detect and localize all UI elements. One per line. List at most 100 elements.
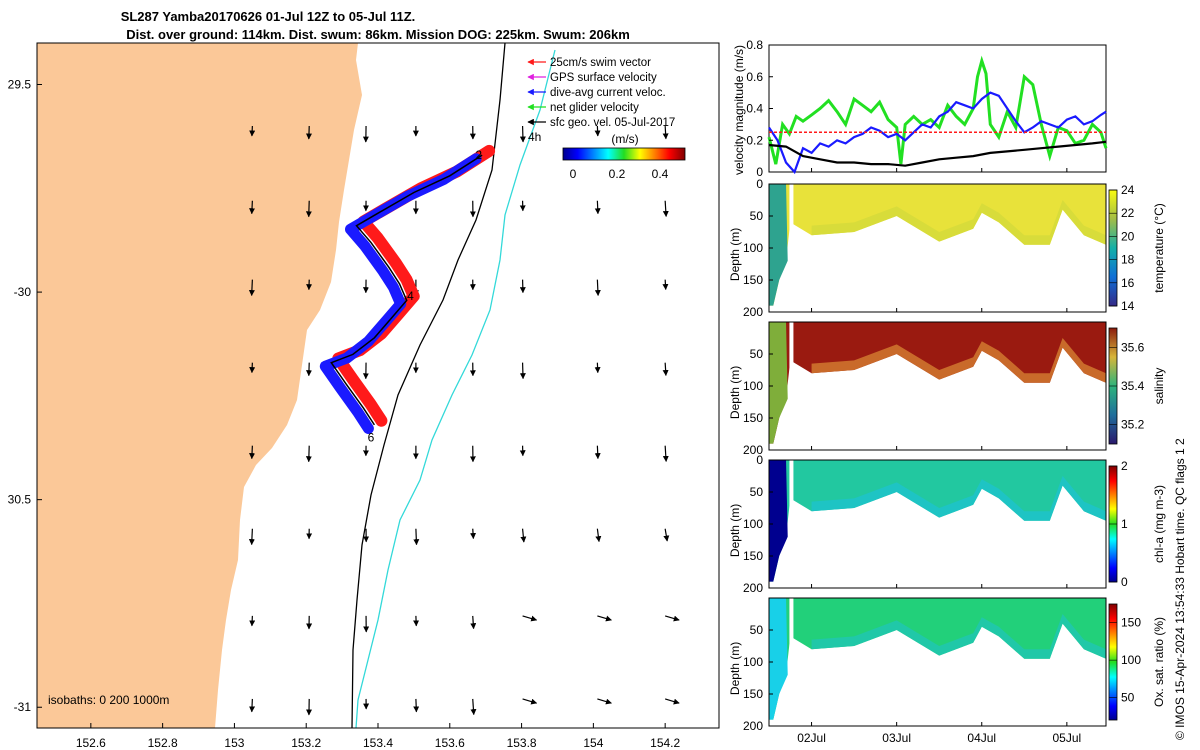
title-line-1: SL287 Yamba20170626 01-Jul 12Z to 05-Jul… (121, 9, 416, 24)
section-colorbar (1108, 603, 1118, 721)
sfc-vector-arrow (662, 362, 669, 377)
map-xtick-label: 153 (224, 736, 244, 750)
legend-sfc-label: sfc geo. vel. 05-Jul-2017 (550, 117, 675, 129)
section-fill-surface (769, 322, 1106, 444)
sfc-vector-arrow (470, 615, 477, 630)
map-ytick-label: 30.5 (8, 493, 32, 507)
section-ytick-label: 0 (756, 177, 763, 191)
sfc-vector-arrow (249, 445, 256, 460)
section-ytick-label: 50 (750, 485, 764, 499)
sfc-vector-arrow (597, 615, 612, 622)
colorbar-label: Ox. sat. ratio (%) (1152, 617, 1166, 707)
section-ytick-label: 100 (743, 655, 763, 669)
velocity-axes: 0 0.2 0.4 0.6 0.8 (746, 38, 773, 179)
section-fill-shelf (769, 598, 788, 720)
map-xtick-label: 153.6 (435, 736, 465, 750)
sfc-vector-arrow (662, 445, 669, 462)
colorbar-tick-label: 35.2 (1121, 418, 1145, 432)
map-axes: 152.6 152.8 153 153.2 153.4 153.6 153.8 154 154.… (8, 78, 681, 750)
sfc-vector-arrow (470, 698, 477, 716)
time-tick-label: 05Jul (1053, 731, 1082, 745)
oxygen-section: 50 100 150 200 Depth (m) 50 100 150 Ox. sat. rat… (728, 597, 1166, 733)
legend-current-label: dive-avg current veloc. (550, 87, 666, 99)
colorbar-tick-label: 22 (1121, 206, 1135, 220)
time-axis: 02Jul 03Jul 04Jul 05Jul (797, 168, 1081, 745)
section-colorbar (1108, 189, 1118, 307)
section-ytick-label: 150 (743, 411, 763, 425)
copyright-note: © IMOS 15-Apr-2024 13:54:33 Hobart time.… (1173, 438, 1187, 740)
section-fill-surface (769, 460, 1106, 582)
map-colorbar-tick-1: 0.2 (609, 167, 626, 181)
section-ytick-label: 150 (743, 273, 763, 287)
title-line-2: Dist. over ground: 114km. Dist. swum: 86… (126, 27, 630, 42)
colorbar-label: chl-a (mg m-3) (1152, 485, 1166, 563)
sfc-vector-arrow (664, 615, 680, 622)
section-fill-shelf (769, 322, 788, 444)
sfc-vector-arrow (248, 279, 255, 297)
chla-section: 0 50 100 150 200 Depth (m) 0 1 2 chl-a (mg m-3) (728, 453, 1166, 595)
map-ytick-label: -31 (14, 700, 32, 714)
section-ytick-label: 200 (743, 581, 763, 595)
velocity-ytick-label: 0.6 (746, 70, 763, 84)
section-ytick-label: 0 (756, 453, 763, 467)
legend-swim-label: 25cm/s swim vector (550, 57, 651, 69)
map-colorbar-tick-2: 0.4 (652, 167, 669, 181)
section-gap (789, 460, 794, 588)
map-colorbar (562, 147, 686, 161)
sfc-vector-arrow (663, 528, 670, 542)
track-marker-label: 4 (407, 289, 414, 303)
map-xtick-label: 152.8 (148, 736, 178, 750)
colorbar-tick-label: 50 (1121, 691, 1135, 705)
colorbar-tick-label: 1 (1121, 517, 1128, 531)
sfc-vector-arrow (662, 279, 669, 291)
map-colorbar-label: (m/s) (611, 132, 638, 146)
velocity-series-line (768, 91, 1107, 175)
isobath-200m (351, 43, 506, 728)
section-ylabel: Depth (m) (728, 504, 742, 557)
velocity-panel: 0 0.2 0.4 0.6 0.8 velocity magnitude (m/s) (732, 38, 1108, 179)
section-gap (789, 598, 794, 726)
isobath-1000m (355, 49, 556, 728)
section-ytick-label: 200 (743, 719, 763, 733)
sfc-vector-arrow (594, 200, 601, 215)
sfc-vector-arrow (662, 125, 669, 140)
sfc-vector-arrow (413, 698, 420, 713)
sfc-vector-arrow (249, 698, 256, 713)
time-tick-label: 03Jul (882, 731, 911, 745)
colorbar-tick-label: 24 (1121, 183, 1135, 197)
sfc-geo-velocity-arrows (248, 125, 680, 716)
section-gap (789, 322, 794, 450)
map-legend: 25cm/s swim vector GPS surface velocity … (527, 57, 675, 129)
velocity-ylabel: velocity magnitude (m/s) (732, 45, 746, 175)
sfc-vector-arrow (522, 615, 538, 622)
map-ytick-label: 29.5 (8, 78, 32, 92)
map-xtick-label: 153.8 (507, 736, 537, 750)
track-line (330, 154, 483, 426)
colorbar-label: salinity (1152, 368, 1166, 405)
legend-net-label: net glider velocity (550, 102, 639, 114)
section-ytick-label: 50 (750, 347, 764, 361)
section-ytick-label: 100 (743, 517, 763, 531)
velocity-ytick-label: 0.8 (746, 38, 763, 52)
land-mass (37, 43, 362, 728)
map-xtick-label: 153.4 (363, 736, 393, 750)
sfc-vector-arrow (594, 445, 601, 460)
velocity-series-line (768, 140, 1107, 167)
section-fill-deep (811, 200, 1106, 245)
section-fill-surface (769, 184, 1106, 306)
glider-track-map: 2 4 6 152.6 152.8 153 153.2 153.4 153.6 153.8 154… (8, 42, 720, 750)
section-ylabel: Depth (m) (728, 228, 742, 281)
sfc-vector-arrow (594, 279, 601, 297)
velocity-series-line (767, 55, 1108, 165)
colorbar-tick-label: 20 (1121, 229, 1135, 243)
section-gap (789, 184, 794, 312)
map-colorbar-tick-0: 0 (570, 167, 577, 181)
map-xtick-label: 154.2 (650, 736, 680, 750)
sfc-vector-arrow (413, 528, 420, 546)
sfc-vector-arrow (248, 528, 255, 546)
sfc-vector-arrow (522, 698, 538, 705)
sfc-vector-arrow (664, 698, 680, 705)
map-ytick-label: -30 (14, 285, 32, 299)
